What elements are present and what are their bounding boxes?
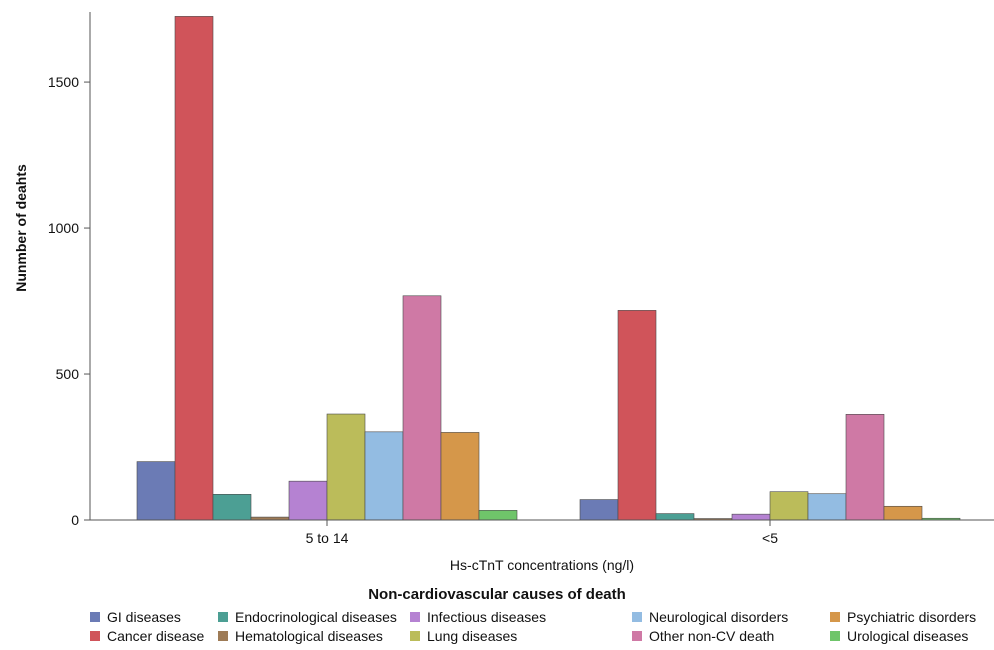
bar-gi-diseases-lt-5 bbox=[580, 500, 618, 520]
bar-neurological-disorders-lt-5 bbox=[808, 494, 846, 520]
bar-endocrinological-diseases-lt-5 bbox=[656, 514, 694, 520]
bar-lung-diseases-5-to-14 bbox=[327, 414, 365, 520]
bar-cancer-disease-lt-5 bbox=[618, 310, 656, 520]
x-axis-title: Hs-cTnT concentrations (ng/l) bbox=[450, 557, 634, 573]
x-tick-label: <5 bbox=[762, 530, 778, 546]
bar-urological-diseases-5-to-14 bbox=[479, 510, 517, 520]
bar-gi-diseases-5-to-14 bbox=[137, 462, 175, 520]
legend-label: GI diseases bbox=[107, 609, 181, 625]
legend-label: Cancer disease bbox=[107, 628, 204, 644]
legend-item-lung-diseases: Lung diseases bbox=[410, 628, 517, 644]
legend-label: Lung diseases bbox=[427, 628, 517, 644]
bar-endocrinological-diseases-5-to-14 bbox=[213, 494, 251, 520]
bar-infectious-diseases-lt-5 bbox=[732, 514, 770, 520]
bar-neurological-disorders-5-to-14 bbox=[365, 432, 403, 520]
bar-cancer-disease-5-to-14 bbox=[175, 16, 213, 520]
legend-label: Neurological disorders bbox=[649, 609, 788, 625]
bar-lung-diseases-lt-5 bbox=[770, 492, 808, 520]
legend-label: Urological diseases bbox=[847, 628, 968, 644]
bar-other-non-cv-death-5-to-14 bbox=[403, 296, 441, 520]
y-axis-title: Nunmber of deahts bbox=[13, 164, 29, 292]
legend-swatch bbox=[632, 631, 642, 641]
legend-swatch bbox=[90, 612, 100, 622]
legend-swatch bbox=[90, 631, 100, 641]
legend-swatch bbox=[632, 612, 642, 622]
legend-item-neurological-disorders: Neurological disorders bbox=[632, 609, 788, 625]
legend-item-gi-diseases: GI diseases bbox=[90, 609, 181, 625]
legend-item-other-non-cv-death: Other non-CV death bbox=[632, 628, 774, 644]
legend-swatch bbox=[830, 631, 840, 641]
legend-item-urological-diseases: Urological diseases bbox=[830, 628, 968, 644]
bar-infectious-diseases-5-to-14 bbox=[289, 481, 327, 520]
y-tick-label: 1500 bbox=[48, 74, 79, 90]
legend-title: Non-cardiovascular causes of death bbox=[0, 586, 994, 603]
legend-item-cancer-disease: Cancer disease bbox=[90, 628, 204, 644]
legend-swatch bbox=[410, 631, 420, 641]
legend-item-hematological-diseases: Hematological diseases bbox=[218, 628, 383, 644]
bar-psychiatric-disorders-5-to-14 bbox=[441, 432, 479, 520]
legend-label: Hematological diseases bbox=[235, 628, 383, 644]
legend-label: Endocrinological diseases bbox=[235, 609, 397, 625]
y-ticks-group: 0 500 1000 1500 bbox=[48, 74, 90, 528]
x-tick-label: 5 to 14 bbox=[306, 530, 349, 546]
legend-swatch bbox=[830, 612, 840, 622]
legend-swatch bbox=[218, 612, 228, 622]
x-ticks-group: 5 to 14 <5 bbox=[306, 520, 779, 546]
y-tick-label: 0 bbox=[71, 512, 79, 528]
legend-label: Psychiatric disorders bbox=[847, 609, 976, 625]
legend-label: Infectious diseases bbox=[427, 609, 546, 625]
bar-other-non-cv-death-lt-5 bbox=[846, 414, 884, 520]
bar-chart: 0 500 1000 1500 5 to 14 <5 Hs-cTnT concentra… bbox=[0, 0, 994, 580]
legend-swatch bbox=[218, 631, 228, 641]
y-tick-label: 500 bbox=[56, 366, 80, 382]
y-tick-label: 1000 bbox=[48, 220, 79, 236]
legend-item-endocrinological-diseases: Endocrinological diseases bbox=[218, 609, 397, 625]
bar-psychiatric-disorders-lt-5 bbox=[884, 506, 922, 520]
bars-group bbox=[137, 16, 960, 520]
legend-swatch bbox=[410, 612, 420, 622]
legend-item-psychiatric-disorders: Psychiatric disorders bbox=[830, 609, 976, 625]
legend-item-infectious-diseases: Infectious diseases bbox=[410, 609, 546, 625]
legend-label: Other non-CV death bbox=[649, 628, 774, 644]
